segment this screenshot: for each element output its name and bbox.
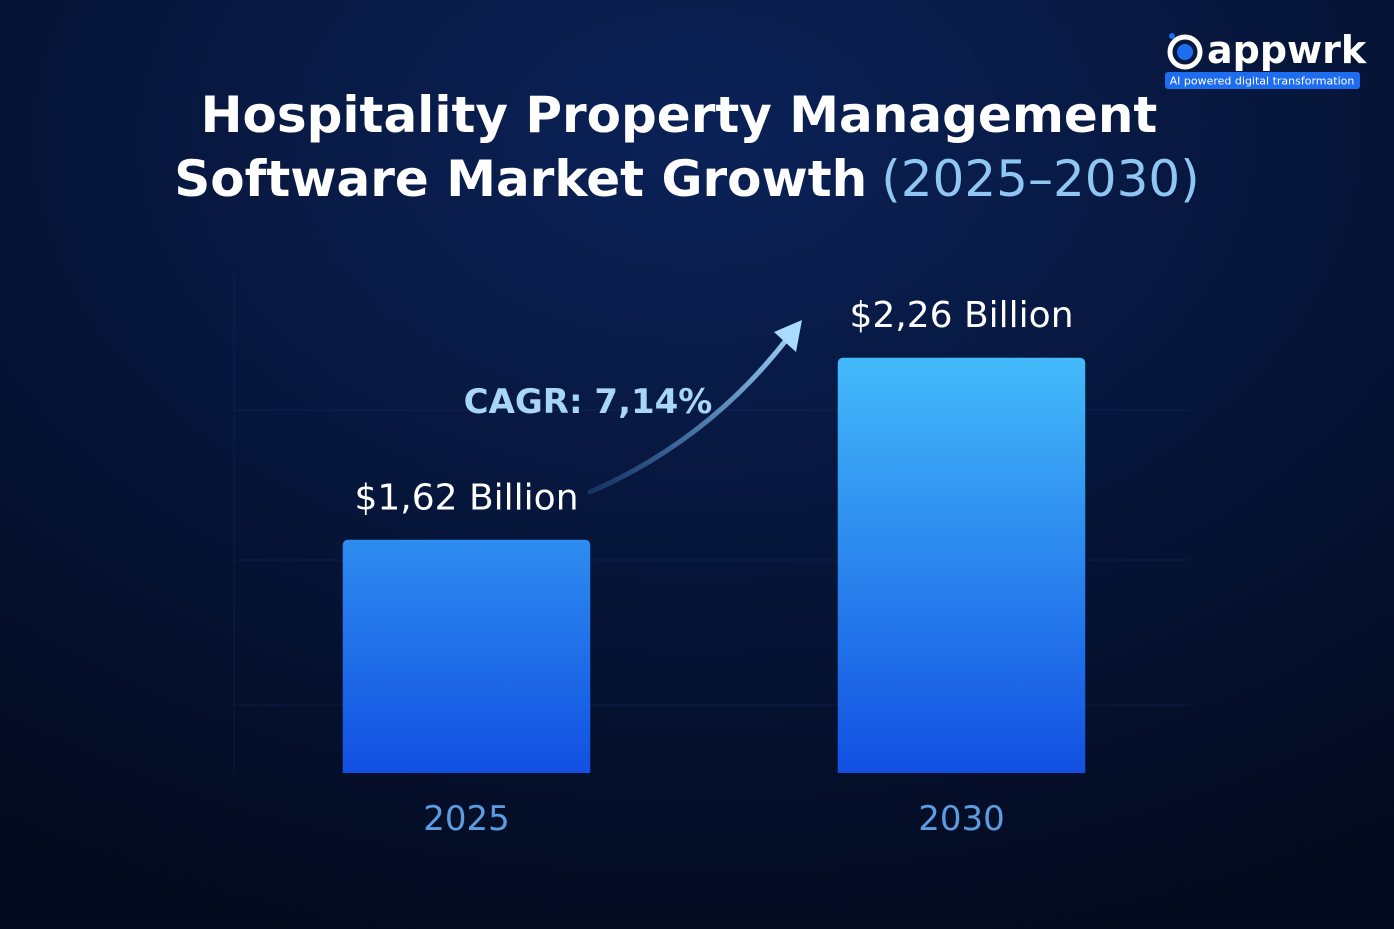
brand-name: appwrk <box>1207 28 1367 72</box>
chart-title: Software Market Growth (2025–2030) <box>174 150 1199 208</box>
title-line: Hospitality Property Management <box>201 86 1158 144</box>
tagline-badge <box>1165 72 1360 89</box>
value-label: $1,62 Billion <box>354 477 578 518</box>
bar <box>837 357 1086 773</box>
cagr-annotation: CAGR: 7,14% <box>464 382 713 422</box>
bar <box>342 539 591 773</box>
title-period: (2025–2030) <box>881 150 1200 208</box>
logo: appwrk AI powered digital transformation <box>1165 28 1367 89</box>
value-label: $2,26 Billion <box>849 295 1073 336</box>
title-line: Software Market Growth <box>174 150 867 208</box>
logo-dot <box>1177 44 1193 60</box>
arrow-head <box>774 320 802 352</box>
brand-tagline: AI powered digital transformation <box>1170 75 1355 88</box>
chart-title: Hospitality Property Management <box>201 86 1158 144</box>
logo-ring <box>1167 34 1203 70</box>
growth-arrow <box>587 332 793 495</box>
logo-dot <box>1169 33 1175 39</box>
x-tick-label: 2030 <box>918 799 1005 839</box>
x-tick-label: 2025 <box>423 799 510 839</box>
